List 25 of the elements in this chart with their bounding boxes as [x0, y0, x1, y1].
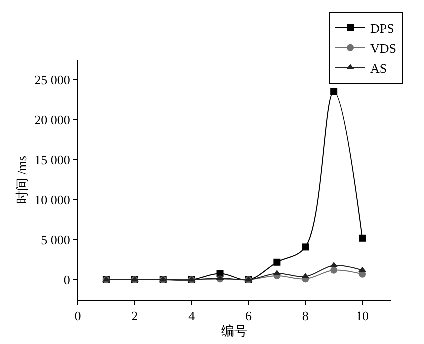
x-tick-label: 4	[188, 308, 196, 324]
y-tick-label: 10 000	[34, 192, 70, 208]
point	[358, 266, 367, 272]
point	[216, 274, 224, 280]
point	[330, 266, 338, 274]
x-tick-label: 8	[302, 308, 309, 324]
x-axis-title: 编号	[222, 324, 248, 339]
y-tick-label: 15 000	[34, 152, 70, 168]
legend-label: VDS	[370, 40, 397, 56]
y-tick-label: 0	[64, 272, 70, 288]
point	[359, 234, 366, 242]
y-axis-title: 时间 /ms	[14, 156, 30, 204]
legend-label: AS	[370, 60, 388, 76]
point	[274, 258, 281, 266]
point	[330, 88, 338, 96]
y-tick-label: 20 000	[34, 112, 70, 128]
point	[302, 244, 310, 251]
y-tick-label: 25 000	[34, 72, 70, 88]
x-tick-label: 2	[132, 308, 138, 324]
legend-label: DPS	[370, 21, 394, 36]
y-tick-label: 5 000	[41, 232, 70, 248]
point	[302, 273, 310, 279]
x-tick-label: 10	[356, 308, 370, 324]
x-tick-label: 0	[74, 308, 82, 324]
x-tick-label: 6	[245, 308, 252, 324]
